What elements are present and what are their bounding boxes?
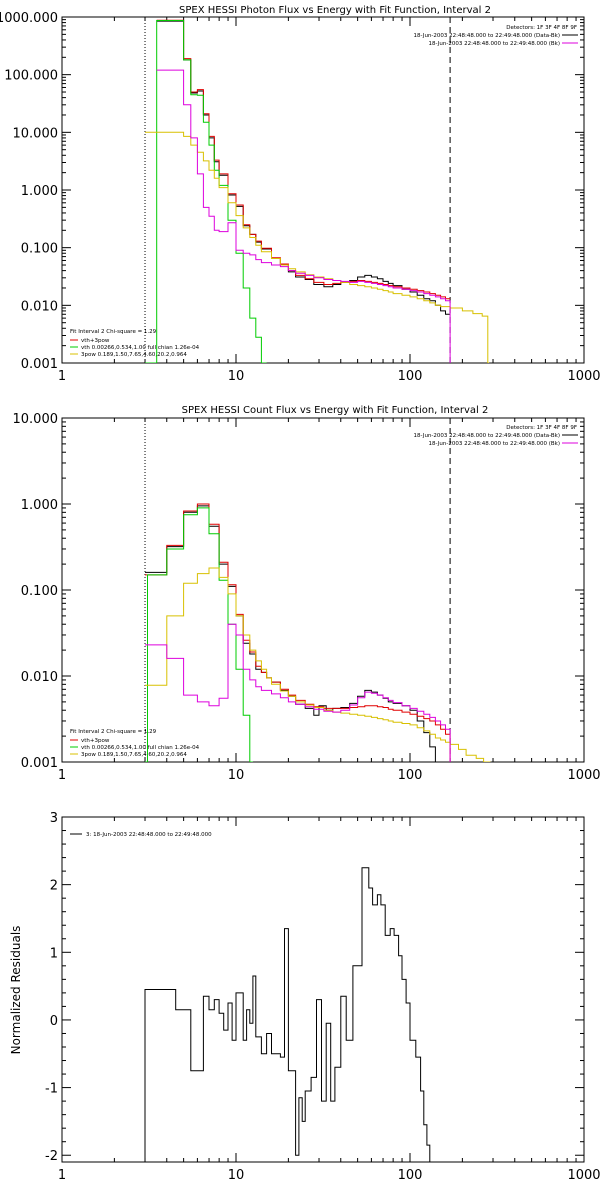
legend: 3: 18-Jun-2003 22:48:48.000 to 22:49:48.… bbox=[70, 832, 212, 838]
x-tick-label: 1 bbox=[58, 369, 66, 384]
legend-label: 3pow 0.189,1.50,7.65,4.60,20.2,0.964 bbox=[81, 352, 187, 358]
y-tick-label: 0.010 bbox=[21, 299, 58, 314]
chart-title: SPEX HESSI Count Flux vs Energy with Fit… bbox=[182, 405, 489, 416]
x-tick-label: 1000 bbox=[567, 369, 600, 384]
header-block: Detectors: 1F 3F 4F 8F 9F 18-Jun-2003 22… bbox=[414, 25, 578, 47]
y-tick-label: 0 bbox=[50, 1014, 58, 1029]
x-tick-label: 1 bbox=[58, 1168, 66, 1183]
x-tick-label: 10 bbox=[228, 1168, 245, 1183]
plot-frame bbox=[61, 16, 585, 364]
legend-label: vth 0.00266,0.534,1.00 full chian 1.26e-… bbox=[81, 345, 200, 351]
y-tick-label: 3 bbox=[50, 811, 58, 826]
x-tick-label: 100 bbox=[398, 1168, 423, 1183]
legend-label: vth 0.00266,0.534,1.00 full chian 1.26e-… bbox=[81, 745, 200, 751]
axes-group: 1 10 100 1000 -2 -1 0 1 2 3 bbox=[45, 811, 600, 1183]
y-tick-label: 1000.000 bbox=[0, 11, 58, 26]
y-tick-label: 100.000 bbox=[4, 69, 58, 84]
series-group bbox=[145, 19, 490, 363]
panel-photon-flux: SPEX HESSI Photon Flux vs Energy with Fi… bbox=[61, 5, 585, 364]
series-line-4 bbox=[145, 623, 451, 762]
x-tick-label: 1000 bbox=[567, 768, 600, 783]
legend-label: vth+3pow bbox=[81, 338, 110, 344]
y-tick-label: 0.010 bbox=[21, 670, 58, 685]
legend-label: 3pow 0.189,1.50,7.65,4.60,20.2,0.964 bbox=[81, 752, 187, 758]
x-tick-label: 1 bbox=[58, 768, 66, 783]
series-group bbox=[144, 867, 433, 1162]
header-line: 18-Jun-2003 22:48:48.000 to 22:49:48.000… bbox=[428, 441, 560, 447]
legend-label: vth+3pow bbox=[81, 738, 110, 744]
axes-group: 1 10 100 1000 0.001 0.010 0.100 1.000 10.000 bbox=[13, 412, 600, 783]
legend-title: Fit Interval 2 Chi-square = 1.29 bbox=[70, 329, 157, 335]
header-line: 18-Jun-2003 22:48:48.000 to 22:49:48.000… bbox=[414, 433, 560, 439]
legend-label: 3: 18-Jun-2003 22:48:48.000 to 22:49:48.… bbox=[86, 832, 212, 838]
y-tick-label: 0.100 bbox=[21, 584, 58, 599]
plot-frame bbox=[61, 417, 585, 763]
header-line: Detectors: 1F 3F 4F 8F 9F bbox=[506, 25, 577, 31]
y-tick-label: 1.000 bbox=[21, 498, 58, 513]
series-line-4 bbox=[156, 69, 451, 363]
series-line-3 bbox=[145, 567, 491, 762]
panel-count-flux: SPEX HESSI Count Flux vs Energy with Fit… bbox=[61, 405, 585, 763]
y-axis-label: Normalized Residuals bbox=[9, 926, 23, 1055]
y-tick-label: 10.000 bbox=[13, 412, 59, 427]
series-line-0 bbox=[156, 20, 451, 315]
y-tick-label: 2 bbox=[50, 879, 58, 894]
header-line: Detectors: 1F 3F 4F 8F 9F bbox=[506, 425, 577, 431]
y-tick-label: 1 bbox=[50, 946, 58, 961]
y-tick-label: 1.000 bbox=[21, 184, 58, 199]
x-tick-label: 10 bbox=[228, 768, 245, 783]
y-tick-label: -1 bbox=[45, 1082, 58, 1097]
series-group bbox=[145, 503, 491, 762]
series-line-0 bbox=[145, 505, 439, 762]
y-tick-label: 0.001 bbox=[21, 756, 58, 771]
series-line-2 bbox=[145, 20, 267, 363]
series-line-1 bbox=[145, 503, 451, 762]
header-line: 18-Jun-2003 22:48:48.000 to 22:49:48.000… bbox=[428, 41, 560, 47]
x-tick-label: 100 bbox=[398, 369, 423, 384]
y-tick-label: -2 bbox=[45, 1149, 58, 1164]
axes-group: 1 10 100 1000 0.001 0.010 0.100 1.000 10.000 100.… bbox=[0, 11, 600, 384]
series-line-3 bbox=[145, 131, 490, 363]
series-line-1 bbox=[156, 19, 451, 300]
plot-frame bbox=[61, 816, 585, 1163]
series-line-2 bbox=[145, 507, 253, 762]
legend: Fit Interval 2 Chi-square = 1.29 vth+3po… bbox=[70, 729, 200, 758]
y-tick-label: 0.001 bbox=[21, 357, 58, 372]
header-block: Detectors: 1F 3F 4F 8F 9F 18-Jun-2003 22… bbox=[414, 425, 578, 447]
panel-residuals: Normalized Residuals 3: 18-Jun-2003 22:4… bbox=[9, 816, 585, 1163]
x-tick-label: 1000 bbox=[567, 1168, 600, 1183]
header-line: 18-Jun-2003 22:48:48.000 to 22:49:48.000… bbox=[414, 33, 560, 39]
y-tick-label: 0.100 bbox=[21, 242, 58, 257]
chart-title: SPEX HESSI Photon Flux vs Energy with Fi… bbox=[179, 5, 491, 16]
x-tick-label: 10 bbox=[228, 369, 245, 384]
x-tick-label: 100 bbox=[398, 768, 423, 783]
y-tick-label: 10.000 bbox=[13, 126, 59, 141]
legend-title: Fit Interval 2 Chi-square = 1.29 bbox=[70, 729, 157, 735]
legend: Fit Interval 2 Chi-square = 1.29 vth+3po… bbox=[70, 329, 200, 358]
series-line-0 bbox=[144, 867, 433, 1162]
